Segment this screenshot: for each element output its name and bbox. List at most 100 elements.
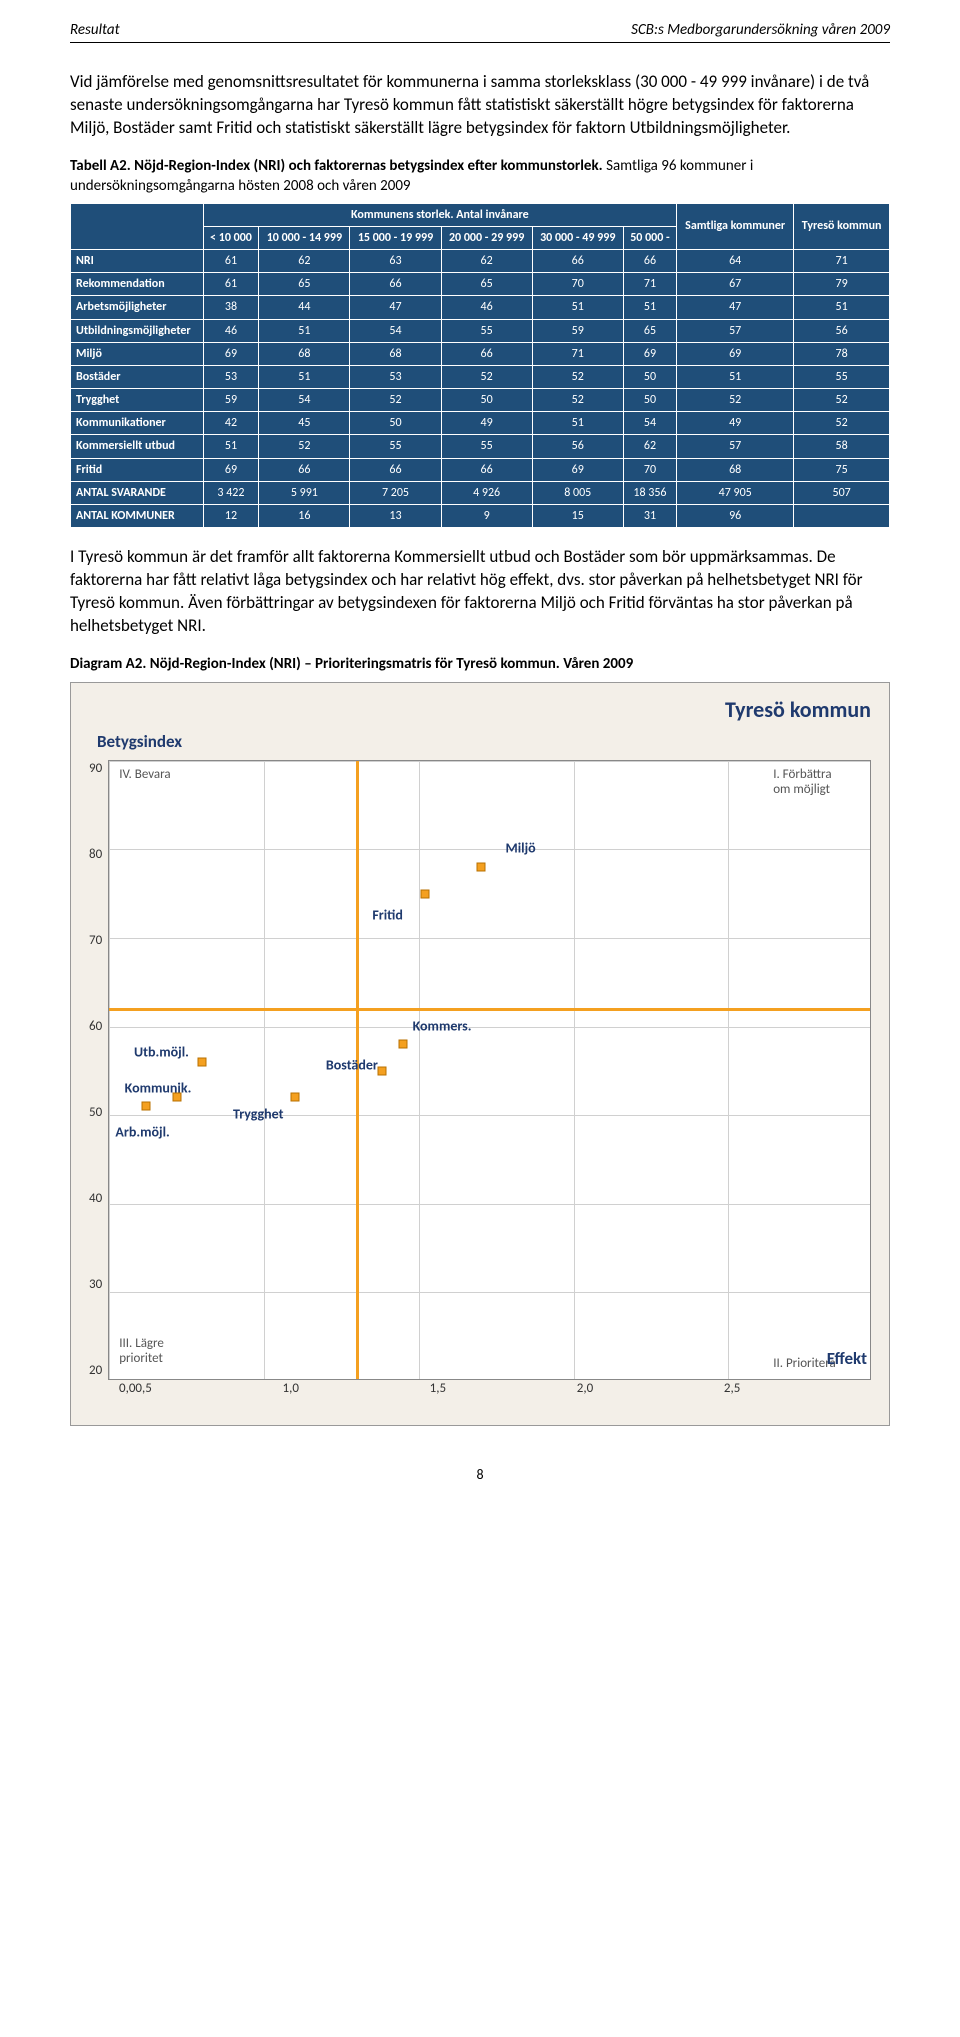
cell: 51 [203,435,259,458]
data-table: Kommunens storlek. Antal invånare Samtli… [70,203,890,529]
cell: 13 [350,505,441,528]
cell: 66 [350,273,441,296]
cell: 52 [794,389,890,412]
row-label: NRI [71,249,204,272]
th-size: 50 000 - [623,226,676,249]
table-row: Trygghet5954525052505252 [71,389,890,412]
cell: 15 [532,505,623,528]
page-header: Resultat SCB:s Medborgarundersökning vår… [70,20,890,43]
cell: 61 [203,273,259,296]
cell: 61 [203,249,259,272]
quadrant-label: III. Lägreprioritet [119,1336,164,1367]
cell: 69 [203,458,259,481]
paragraph-1: Vid jämförelse med genomsnittsresultatet… [70,71,890,140]
cell: 63 [350,249,441,272]
table-row: Bostäder5351535252505155 [71,365,890,388]
row-label: Bostäder [71,365,204,388]
y-ticks: 9080706050403020 [89,760,108,1380]
cell: 66 [623,249,676,272]
table-row: Miljö6968686671696978 [71,342,890,365]
cell: 38 [203,296,259,319]
th-size: 20 000 - 29 999 [441,226,532,249]
cell: 3 422 [203,481,259,504]
table-row: Arbetsmöjligheter3844474651514751 [71,296,890,319]
x-ticks: 0,00,51,01,52,02,5 [119,1380,871,1398]
x-tick: 1,5 [430,1380,577,1398]
quadrant-label: IV. Bevara [119,767,170,783]
cell: 65 [623,319,676,342]
cell: 16 [259,505,350,528]
header-left: Resultat [70,20,120,40]
cell: 66 [441,458,532,481]
cell: 66 [441,342,532,365]
cell: 50 [441,389,532,412]
cell: 46 [203,319,259,342]
cell: 507 [794,481,890,504]
cell: 31 [623,505,676,528]
x-tick: 2,0 [577,1380,724,1398]
cell: 70 [623,458,676,481]
cell: 8 005 [532,481,623,504]
chart-point-label: Trygghet [233,1106,283,1125]
y-tick: 90 [89,760,102,778]
cell: 50 [623,389,676,412]
cell: 47 [350,296,441,319]
cell: 52 [677,389,794,412]
cell: 46 [441,296,532,319]
chart-point [377,1066,386,1075]
cell: 71 [532,342,623,365]
cell: 54 [259,389,350,412]
cell: 42 [203,412,259,435]
table-row: Kommersiellt utbud5152555556625758 [71,435,890,458]
cell: 53 [350,365,441,388]
chart-point-label: Kommers. [413,1017,472,1036]
chart-point-label: Bostäder [326,1057,378,1076]
cell: 96 [677,505,794,528]
cell: 71 [623,273,676,296]
x-tick: 0,0 [119,1380,135,1398]
cell: 49 [677,412,794,435]
y-axis-label: Betygsindex [97,731,871,754]
cell: 55 [794,365,890,388]
cell: 67 [677,273,794,296]
row-label: Rekommendation [71,273,204,296]
table-row: Kommunikationer4245504951544952 [71,412,890,435]
plot-area: IV. BevaraI. Förbättraom möjligtIII. Läg… [108,760,871,1380]
y-tick: 50 [89,1104,102,1122]
y-tick: 80 [89,846,102,864]
chart-point-label: Fritid [372,906,403,925]
cell: 65 [259,273,350,296]
cell: 62 [259,249,350,272]
row-label: ANTAL KOMMUNER [71,505,204,528]
paragraph-2: I Tyresö kommun är det framför allt fakt… [70,546,890,638]
cell: 64 [677,249,794,272]
table-row: ANTAL SVARANDE3 4225 9917 2054 9268 0051… [71,481,890,504]
cell: 52 [350,389,441,412]
cell: 47 905 [677,481,794,504]
cell: 51 [794,296,890,319]
th-size: 15 000 - 19 999 [350,226,441,249]
row-label: Arbetsmöjligheter [71,296,204,319]
table-caption: Tabell A2. Nöjd-Region-Index (NRI) och f… [70,156,890,197]
cell: 69 [532,458,623,481]
cell: 44 [259,296,350,319]
header-right: SCB:s Medborgarundersökning våren 2009 [631,20,890,40]
table-row: ANTAL KOMMUNER1216139153196 [71,505,890,528]
cell: 78 [794,342,890,365]
cell: 66 [350,458,441,481]
th-size: 30 000 - 49 999 [532,226,623,249]
cell: 52 [259,435,350,458]
cell: 69 [623,342,676,365]
table-row: Fritid6966666669706875 [71,458,890,481]
row-label: Utbildningsmöjligheter [71,319,204,342]
chart-point-label: Utb.möjl. [134,1044,189,1063]
row-label: Kommunikationer [71,412,204,435]
cell: 68 [677,458,794,481]
chart-title: Tyresö kommun [89,695,871,725]
chart-point-label: Miljö [505,840,535,859]
cell: 68 [259,342,350,365]
priority-chart: Tyresö kommun Betygsindex 90807060504030… [70,682,890,1426]
cell: 56 [532,435,623,458]
cell: 58 [794,435,890,458]
cell: 47 [677,296,794,319]
